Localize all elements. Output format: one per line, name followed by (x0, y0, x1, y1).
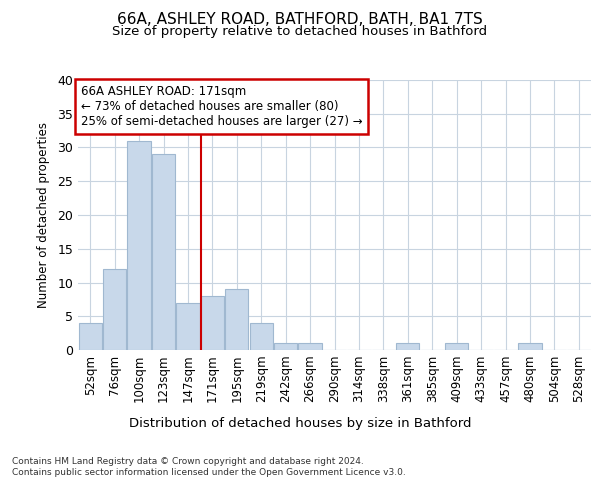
Bar (79, 323, 102, 350)
Text: Size of property relative to detached houses in Bathford: Size of property relative to detached ho… (112, 25, 488, 38)
Y-axis label: Number of detached properties: Number of detached properties (37, 122, 50, 308)
Bar (176, 302, 200, 350)
Bar (396, 343, 419, 350)
Bar (518, 343, 542, 350)
Bar (127, 140, 151, 350)
Bar (250, 323, 273, 350)
Bar (103, 269, 126, 350)
Text: 66A, ASHLEY ROAD, BATHFORD, BATH, BA1 7TS: 66A, ASHLEY ROAD, BATHFORD, BATH, BA1 7T… (117, 12, 483, 28)
Bar (445, 343, 468, 350)
Text: Distribution of detached houses by size in Bathford: Distribution of detached houses by size … (129, 418, 471, 430)
Text: Contains HM Land Registry data © Crown copyright and database right 2024.
Contai: Contains HM Land Registry data © Crown c… (12, 458, 406, 477)
Bar (152, 154, 175, 350)
Bar (298, 343, 322, 350)
Text: 66A ASHLEY ROAD: 171sqm
← 73% of detached houses are smaller (80)
25% of semi-de: 66A ASHLEY ROAD: 171sqm ← 73% of detache… (81, 86, 362, 128)
Bar (225, 289, 248, 350)
Bar (201, 296, 224, 350)
Bar (274, 343, 297, 350)
